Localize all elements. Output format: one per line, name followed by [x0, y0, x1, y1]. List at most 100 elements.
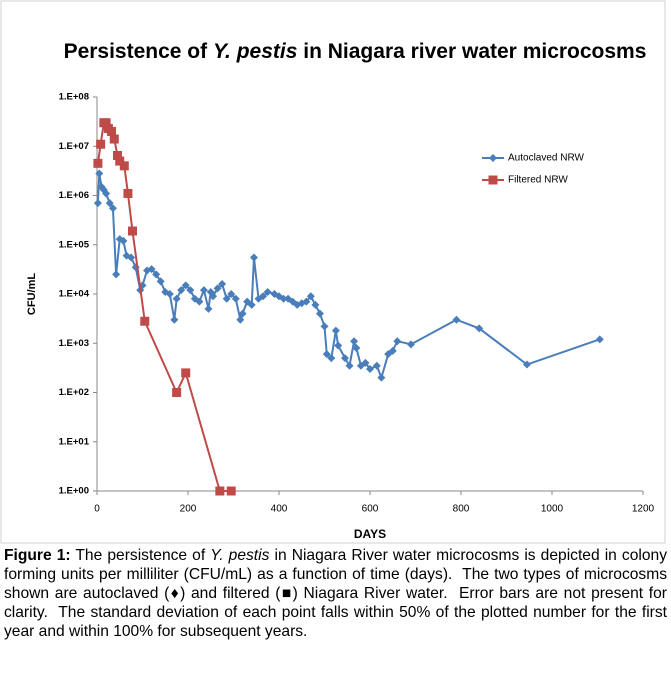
marker [199, 286, 208, 295]
marker [227, 290, 236, 298]
marker [322, 350, 331, 359]
marker [147, 265, 156, 274]
marker [377, 373, 386, 382]
marker [215, 486, 225, 496]
y-tick-label: 1.E+07 [59, 141, 89, 152]
legend-label: Filtered NRW [508, 175, 568, 186]
chart: Persistence of Y. pestis in Niagara rive… [0, 0, 666, 544]
legend-label: Autoclaved NRW [508, 153, 585, 164]
marker [249, 253, 258, 262]
marker [595, 335, 604, 344]
marker [263, 287, 272, 296]
marker [488, 175, 498, 185]
marker [236, 315, 245, 324]
y-tick-label: 1.E+03 [59, 338, 89, 349]
caption-part: Y. pestis [210, 547, 270, 564]
marker [195, 297, 204, 306]
marker [107, 126, 117, 136]
caption-part: The persistence of [70, 547, 211, 564]
marker [247, 300, 256, 309]
marker [119, 161, 129, 171]
marker [259, 292, 268, 301]
title-part: Y. pestis [213, 40, 297, 63]
marker [406, 340, 415, 349]
marker [177, 286, 186, 295]
marker [101, 118, 111, 128]
caption-part: Figure 1: [4, 547, 71, 564]
marker [475, 324, 484, 333]
marker [140, 316, 150, 326]
marker [226, 486, 236, 496]
marker [181, 368, 191, 378]
y-tick-label: 1.E+02 [59, 387, 89, 398]
marker [93, 199, 102, 208]
marker [393, 337, 402, 346]
marker [95, 169, 104, 178]
marker [127, 226, 137, 236]
marker [105, 199, 114, 208]
marker [218, 279, 227, 288]
marker [302, 297, 311, 306]
x-tick-label: 0 [94, 504, 100, 515]
title-part: in Niagara river water microcosms [297, 40, 646, 63]
marker [222, 294, 231, 303]
y-axis-label: CFU/mL [26, 273, 38, 315]
chart-title: Persistence of Y. pestis in Niagara rive… [64, 40, 647, 63]
marker [112, 270, 121, 279]
marker [112, 150, 122, 160]
marker [522, 360, 531, 369]
x-tick-label: 800 [453, 504, 470, 515]
marker [172, 388, 182, 397]
marker [388, 346, 397, 355]
marker [231, 294, 240, 303]
marker [327, 354, 336, 363]
marker [489, 154, 497, 162]
y-tick-label: 1.E+00 [59, 486, 89, 497]
marker [152, 270, 161, 279]
x-axis-label: DAYS [354, 527, 386, 541]
marker [238, 309, 247, 318]
y-tick-label: 1.E+01 [59, 436, 90, 447]
marker [372, 361, 381, 370]
title-part: Persistence of [64, 40, 213, 63]
marker [102, 189, 111, 198]
y-tick-label: 1.E+06 [59, 190, 89, 201]
x-tick-label: 200 [180, 504, 197, 515]
y-tick-label: 1.E+04 [59, 289, 90, 300]
x-tick-label: 400 [271, 504, 288, 515]
marker [115, 156, 125, 166]
marker [209, 292, 218, 301]
marker [334, 341, 343, 350]
marker [186, 286, 195, 295]
y-tick-label: 1.E+05 [59, 239, 90, 250]
marker [315, 309, 324, 318]
marker [311, 300, 320, 309]
caption: Figure 1: The persistence of Y. pestis i… [0, 546, 671, 641]
marker [181, 281, 190, 290]
marker [452, 315, 461, 324]
x-tick-label: 600 [362, 504, 379, 515]
marker [123, 188, 133, 198]
marker [156, 277, 165, 286]
marker [170, 315, 179, 324]
marker [108, 204, 117, 213]
marker [350, 337, 359, 346]
marker [345, 361, 354, 370]
marker [320, 322, 329, 331]
marker [366, 365, 374, 374]
marker [306, 292, 315, 301]
marker [127, 253, 136, 262]
marker [109, 134, 119, 144]
marker [165, 290, 174, 298]
marker [93, 158, 103, 168]
marker [172, 294, 181, 303]
y-tick-label: 1.E+08 [59, 92, 89, 103]
caption-part: in Niagara River water microcosms is dep… [4, 547, 671, 640]
x-tick-label: 1200 [632, 504, 655, 515]
marker [119, 236, 128, 245]
marker [361, 358, 370, 367]
x-tick-label: 1000 [541, 504, 564, 515]
marker [213, 284, 222, 293]
chart-frame [0, 0, 666, 544]
